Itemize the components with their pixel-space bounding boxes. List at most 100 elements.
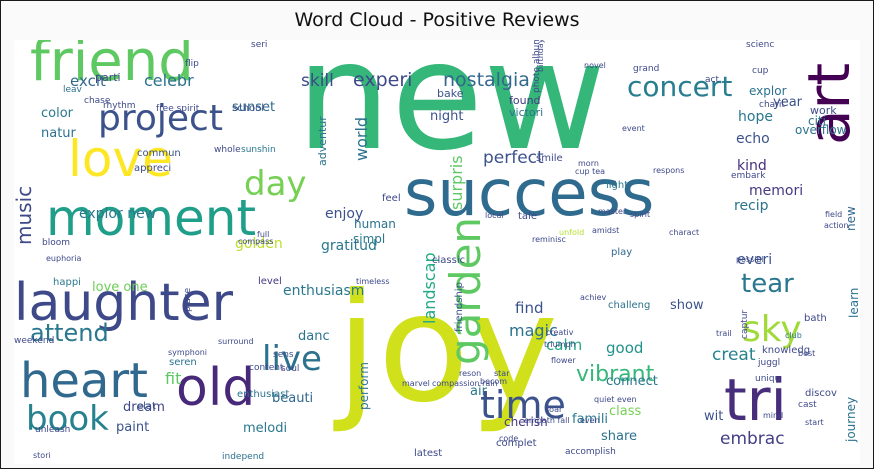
word-leav: leav (63, 85, 83, 95)
word-sens: sens (273, 350, 294, 360)
word-new: new (844, 206, 858, 231)
word-time: time (480, 383, 566, 427)
word-good: good (606, 339, 643, 357)
word-friend: friend (30, 40, 194, 94)
word-soul: soul (281, 364, 299, 374)
word-night: night (430, 109, 463, 124)
word-love-one: love one (92, 280, 148, 295)
word-sunshin: sunshin (241, 145, 276, 155)
word-cloud-canvas: new joy success friend laughter moment heart lo… (14, 40, 860, 464)
word-feel: feel (382, 193, 401, 204)
word-celebr: celebr (144, 71, 194, 90)
word-show: show (670, 298, 704, 313)
word-independ: independ (222, 452, 264, 462)
word-best: best (798, 349, 815, 358)
word-project: project (98, 98, 223, 139)
word-action: action (824, 221, 849, 230)
word-concert: concert (627, 70, 732, 103)
word-nostalgia: nostalgia (443, 69, 530, 91)
word-unleash: unleash (35, 425, 70, 435)
word-commun: commun (137, 148, 181, 159)
word-moment: moment (46, 189, 256, 247)
word-challeng: challeng (608, 300, 650, 311)
word-fit: fit (165, 369, 181, 388)
word-elat: elat (137, 401, 156, 412)
word-cast: cast (798, 400, 817, 410)
word-unfold: unfold (559, 228, 584, 237)
word-school: school (232, 103, 264, 114)
word-novel: novel (584, 61, 606, 70)
word-paint: paint (116, 420, 149, 435)
word-appreci: appreci (134, 163, 171, 174)
word-level: level (258, 276, 282, 287)
word-stori: stori (33, 451, 51, 460)
word-old: old (176, 358, 255, 418)
word-scienc: scienc (746, 40, 774, 50)
word-charit: charit (759, 100, 785, 110)
word-famili: famili (572, 412, 608, 427)
word-soar: soar (545, 405, 563, 414)
word-play: play (611, 247, 632, 258)
word-echo: echo (736, 131, 770, 147)
word-hope: hope (738, 109, 773, 125)
word-music: music (14, 186, 36, 245)
word-magic: magic (509, 321, 558, 340)
word-human: human (354, 217, 396, 231)
word-rhythm: rhythm (103, 101, 136, 111)
word-wit: wit (704, 409, 723, 424)
word-tale: tale (518, 211, 537, 222)
word-enthusiast: enthusiast (237, 389, 289, 400)
word-cherish: cherish (504, 415, 548, 429)
word-connect: connect (606, 374, 658, 389)
word-recip: recip (734, 198, 769, 214)
word-experi: experi (353, 69, 412, 91)
word-gratitud: gratitud (321, 238, 377, 254)
word-charact: charact (669, 228, 699, 237)
word-flip: flip (185, 59, 199, 69)
word-calm: calm (546, 336, 582, 354)
word-perform: perform (357, 362, 371, 410)
word-accomplish: accomplish (565, 447, 616, 457)
word-uniqu: uniqu (755, 374, 780, 384)
word-world: world (352, 117, 371, 161)
word-captur: captur (740, 310, 750, 339)
word-find: find (515, 299, 543, 317)
word-parti: parti (95, 71, 121, 84)
word-melodi: melodi (243, 421, 287, 436)
word-success: success (404, 157, 654, 231)
word-master: master (598, 207, 627, 216)
word-cloud-svg: new joy success friend laughter moment heart lo… (14, 40, 860, 462)
word-art: art (795, 63, 860, 145)
word-garden: garden (441, 217, 490, 365)
word-chase: chase (84, 96, 111, 106)
word-work: work (810, 104, 837, 117)
word-morn: morn (578, 159, 599, 168)
word-happi: happi (53, 277, 81, 288)
word-local: local (485, 211, 504, 220)
word-spirit: spirit (630, 210, 650, 219)
word-euphoria: euphoria (46, 254, 82, 263)
word-quiet-even: quiet even (594, 395, 637, 404)
word-explor: explor (749, 84, 787, 98)
word-possibl: possibl (736, 255, 764, 264)
word-journey: journey (844, 397, 858, 443)
word-laughter: laughter (14, 273, 234, 333)
word-complet: complet (496, 438, 537, 449)
word-victori: victori (509, 106, 543, 119)
word-start: start (805, 418, 824, 427)
word-reson: reson (459, 369, 481, 378)
word-field: field (825, 210, 842, 219)
word-perfect: perfect (483, 148, 544, 168)
word-heart: heart (20, 353, 148, 409)
word-empath-fall: empath fall (524, 416, 570, 425)
word-birthday: birthday (536, 40, 545, 72)
word-air: air (470, 384, 488, 399)
word-explor-new: explor new (79, 206, 156, 222)
word-photo-album: photo album (532, 40, 542, 93)
word-seren: seren (169, 357, 197, 368)
word-love: love (68, 130, 173, 188)
word-place: place (183, 287, 193, 312)
word-knowledg: knowledg (762, 345, 810, 356)
word-marvel: marvel (402, 379, 430, 388)
word-live: live (262, 339, 322, 379)
